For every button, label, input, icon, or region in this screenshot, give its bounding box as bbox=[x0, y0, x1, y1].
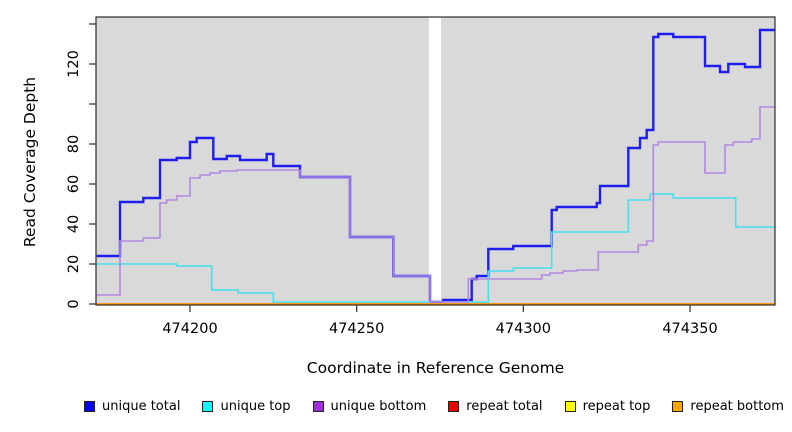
legend-item-repeat-bottom: repeat bottom bbox=[672, 399, 784, 414]
legend-item-unique-total: unique total bbox=[84, 399, 180, 414]
legend-item-repeat-top: repeat top bbox=[564, 398, 651, 414]
legend-item-unique-top: unique top bbox=[202, 398, 291, 414]
legend-label: repeat bottom bbox=[690, 398, 784, 414]
y-tick-label: 80 bbox=[66, 135, 82, 153]
legend-swatch-icon bbox=[84, 400, 95, 412]
series-line-unique-top bbox=[96, 193, 775, 303]
y-tick-label: 120 bbox=[66, 50, 82, 78]
legend-label: unique top bbox=[220, 398, 291, 414]
legend-item-repeat-total: repeat total bbox=[448, 398, 543, 414]
x-tick-label: 474350 bbox=[662, 321, 717, 337]
plot-box bbox=[95, 16, 776, 306]
x-tick-label: 474300 bbox=[496, 321, 551, 337]
x-tick-label: 474200 bbox=[162, 321, 217, 337]
x-tick-label: 474250 bbox=[329, 321, 384, 337]
legend-swatch-icon bbox=[448, 400, 460, 412]
series-line-unique-bottom bbox=[96, 106, 775, 303]
x-axis-title: Coordinate in Reference Genome bbox=[306, 359, 565, 377]
series-line-unique-total bbox=[96, 28, 775, 304]
legend-item-unique-bottom: unique bottom bbox=[312, 398, 427, 414]
y-tick-label: 60 bbox=[66, 175, 82, 193]
legend-label: repeat total bbox=[466, 398, 543, 414]
legend-label: unique total bbox=[102, 398, 181, 414]
coverage-chart: 474200 474250 474300 474350 0 20 40 60 80 120 bbox=[66, 16, 776, 337]
y-tick-label: 20 bbox=[66, 255, 82, 273]
y-axis-title: Read Coverage Depth bbox=[21, 76, 39, 248]
legend-swatch-icon bbox=[312, 400, 324, 412]
legend-label: repeat top bbox=[582, 398, 651, 414]
legend-label: unique bottom bbox=[330, 398, 427, 414]
y-tick-label: 0 bbox=[66, 299, 82, 308]
legend-swatch-icon bbox=[672, 400, 684, 412]
chart-svg: 474200 474250 474300 474350 0 20 40 60 80 120 bbox=[66, 16, 776, 337]
legend: unique total unique top unique bottom repea… bbox=[84, 396, 784, 416]
legend-swatch-icon bbox=[564, 400, 576, 412]
y-tick-label: 40 bbox=[66, 215, 82, 233]
legend-swatch-icon bbox=[202, 400, 214, 412]
